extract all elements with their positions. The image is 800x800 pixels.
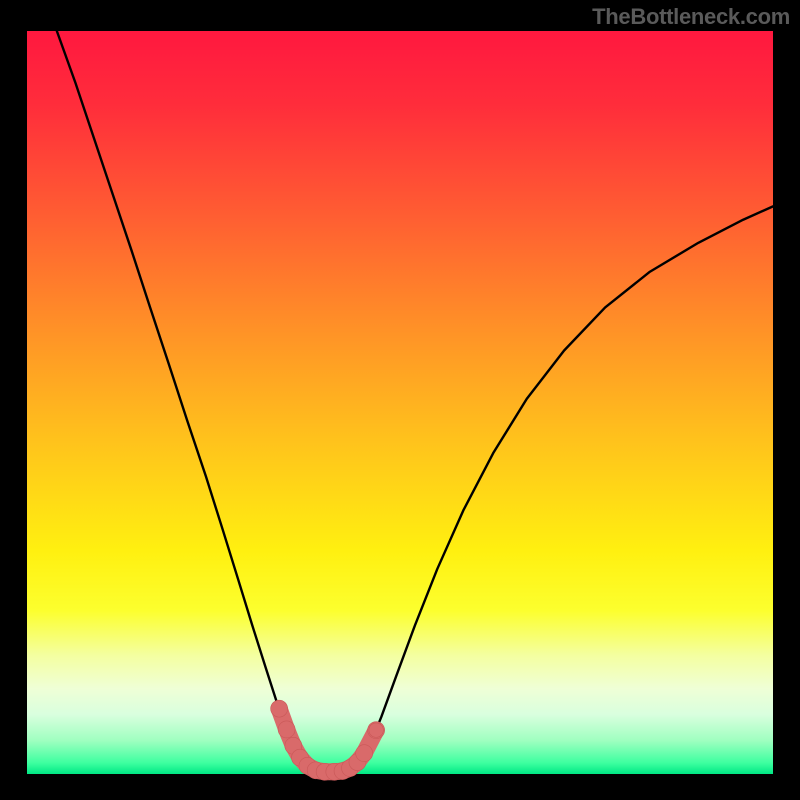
marker-point [278,721,295,738]
marker-point-outlier [369,723,383,737]
marker-point [271,700,288,717]
chart-frame: TheBottleneck.com [0,0,800,800]
curve-layer [0,0,800,800]
marker-point [356,745,373,762]
bottleneck-curve [57,31,773,772]
